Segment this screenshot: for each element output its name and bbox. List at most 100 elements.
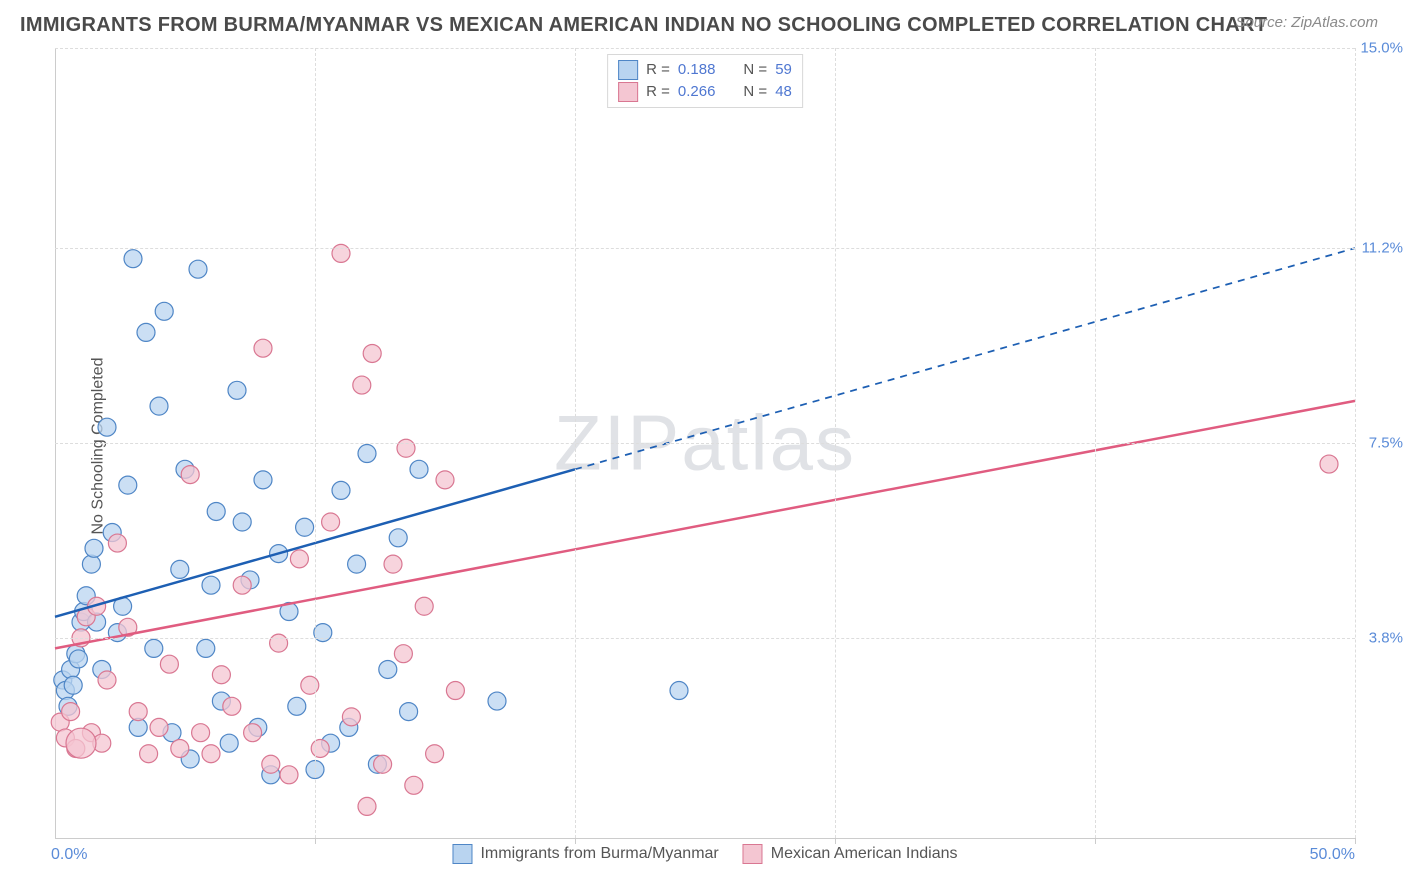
scatter-point-pink: [353, 376, 371, 394]
legend-blue-r-value: 0.188: [678, 59, 716, 81]
scatter-point-pink: [426, 745, 444, 763]
x-axis-max-label: 50.0%: [1310, 846, 1355, 864]
y-tick-label: 11.2%: [1362, 240, 1403, 257]
legend-row-pink: R = 0.266 N = 48: [618, 81, 792, 103]
scatter-point-blue: [85, 539, 103, 557]
scatter-point-pink: [311, 739, 329, 757]
scatter-point-blue: [145, 639, 163, 657]
legend-pink-r-value: 0.266: [678, 81, 716, 103]
gridline-v: [835, 48, 836, 838]
scatter-point-blue: [389, 529, 407, 547]
x-tick-mark: [1095, 838, 1096, 844]
scatter-point-blue: [296, 518, 314, 536]
scatter-point-blue: [220, 734, 238, 752]
source-attribution: Source: ZipAtlas.com: [1235, 14, 1378, 31]
scatter-point-blue: [379, 660, 397, 678]
y-tick-label: 3.8%: [1369, 629, 1403, 646]
scatter-point-blue: [670, 682, 688, 700]
scatter-point-pink: [244, 724, 262, 742]
gridline-v: [1355, 48, 1356, 838]
scatter-point-pink: [108, 534, 126, 552]
scatter-point-blue: [488, 692, 506, 710]
scatter-point-pink: [384, 555, 402, 573]
series-legend: Immigrants from Burma/Myanmar Mexican Am…: [452, 844, 957, 864]
scatter-point-pink: [98, 671, 116, 689]
scatter-point-pink: [405, 776, 423, 794]
scatter-point-pink: [262, 755, 280, 773]
legend-r-label: R =: [646, 81, 670, 103]
scatter-point-blue: [64, 676, 82, 694]
legend-n-label: N =: [743, 59, 767, 81]
scatter-point-blue: [202, 576, 220, 594]
scatter-point-pink: [415, 597, 433, 615]
scatter-point-blue: [288, 697, 306, 715]
trendline-blue-dashed: [575, 248, 1355, 469]
scatter-point-blue: [137, 323, 155, 341]
x-tick-mark: [1355, 838, 1356, 844]
legend-item-pink: Mexican American Indians: [743, 844, 958, 864]
scatter-point-blue: [155, 302, 173, 320]
scatter-point-pink: [202, 745, 220, 763]
scatter-point-blue: [171, 560, 189, 578]
scatter-point-pink: [181, 466, 199, 484]
scatter-point-pink: [280, 766, 298, 784]
legend-blue-label: Immigrants from Burma/Myanmar: [480, 845, 718, 863]
scatter-point-pink: [397, 439, 415, 457]
scatter-point-pink: [254, 339, 272, 357]
scatter-point-pink: [322, 513, 340, 531]
scatter-point-pink: [192, 724, 210, 742]
scatter-point-blue: [69, 650, 87, 668]
scatter-point-pink: [290, 550, 308, 568]
scatter-point-pink: [374, 755, 392, 773]
scatter-point-pink: [129, 703, 147, 721]
scatter-point-pink: [342, 708, 360, 726]
scatter-point-pink: [150, 718, 168, 736]
swatch-pink-icon: [618, 82, 638, 102]
scatter-point-blue: [358, 445, 376, 463]
scatter-point-pink: [363, 344, 381, 362]
x-axis-min-label: 0.0%: [51, 846, 87, 864]
correlation-legend: R = 0.188 N = 59 R = 0.266 N = 48: [607, 54, 803, 108]
scatter-point-pink: [270, 634, 288, 652]
scatter-point-blue: [124, 250, 142, 268]
scatter-point-blue: [410, 460, 428, 478]
swatch-blue-icon: [452, 844, 472, 864]
plot-area: ZIPatlas R = 0.188 N = 59 R = 0.266 N = …: [55, 48, 1355, 839]
y-tick-label: 7.5%: [1369, 435, 1403, 452]
gridline-h: [55, 443, 1355, 444]
scatter-point-pink: [160, 655, 178, 673]
legend-row-blue: R = 0.188 N = 59: [618, 59, 792, 81]
scatter-point-pink: [332, 244, 350, 262]
legend-n-label: N =: [743, 81, 767, 103]
scatter-point-blue: [98, 418, 116, 436]
scatter-point-pink: [301, 676, 319, 694]
scatter-point-pink: [62, 703, 80, 721]
legend-r-label: R =: [646, 59, 670, 81]
gridline-h: [55, 638, 1355, 639]
scatter-point-blue: [400, 703, 418, 721]
scatter-point-blue: [207, 502, 225, 520]
gridline-v: [575, 48, 576, 838]
scatter-point-blue: [82, 555, 100, 573]
scatter-point-pink: [1320, 455, 1338, 473]
scatter-point-blue: [332, 481, 350, 499]
swatch-blue-icon: [618, 60, 638, 80]
legend-pink-label: Mexican American Indians: [771, 845, 958, 863]
legend-item-blue: Immigrants from Burma/Myanmar: [452, 844, 718, 864]
gridline-h: [55, 248, 1355, 249]
scatter-point-blue: [233, 513, 251, 531]
swatch-pink-icon: [743, 844, 763, 864]
x-tick-mark: [315, 838, 316, 844]
scatter-point-blue: [314, 624, 332, 642]
gridline-v: [315, 48, 316, 838]
scatter-point-blue: [254, 471, 272, 489]
scatter-point-blue: [348, 555, 366, 573]
scatter-point-pink: [140, 745, 158, 763]
legend-pink-n-value: 48: [775, 81, 792, 103]
scatter-point-pink: [233, 576, 251, 594]
scatter-point-pink: [212, 666, 230, 684]
scatter-point-pink: [358, 797, 376, 815]
scatter-point-blue: [189, 260, 207, 278]
scatter-point-pink: [223, 697, 241, 715]
scatter-point-pink: [171, 739, 189, 757]
